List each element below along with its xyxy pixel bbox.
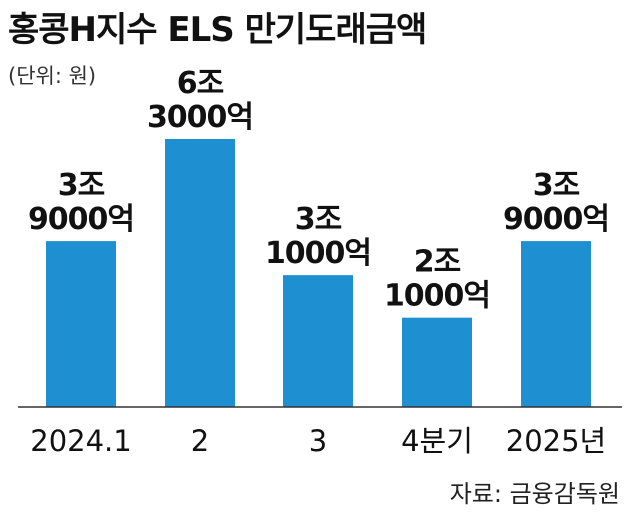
data-label-2-line-1: 6조 <box>177 66 224 101</box>
source-note: 자료: 금융감독원 <box>449 480 620 508</box>
data-label-3-line-2: 1000억 <box>265 236 371 271</box>
tick-label-group: 2024.1 2 3 4분기 2025년 <box>30 424 606 458</box>
x-tick-label-3: 3 <box>309 424 327 458</box>
bar-3 <box>283 275 353 407</box>
unit-note: (단위: 원) <box>8 64 97 88</box>
data-label-1-line-2: 9000억 <box>28 202 134 237</box>
bar-group <box>46 139 591 407</box>
x-tick-label-5: 2025년 <box>506 424 606 458</box>
bar-2 <box>165 139 235 407</box>
data-label-4-line-2: 1000억 <box>384 279 490 314</box>
chart-title: 홍콩H지수 ELS 만기도래금액 <box>8 10 427 50</box>
data-label-5-line-2: 9000억 <box>503 202 609 237</box>
data-label-2-line-2: 3000억 <box>147 100 253 135</box>
x-tick-label-1: 2024.1 <box>30 424 131 458</box>
data-label-5-line-1: 3조 <box>533 168 580 203</box>
x-tick-label-2: 2 <box>191 424 209 458</box>
bar-4 <box>402 317 472 407</box>
x-tick-label-4: 4분기 <box>401 424 473 458</box>
data-label-3-line-1: 3조 <box>295 202 342 237</box>
data-label-1-line-1: 3조 <box>58 168 105 203</box>
bar-5 <box>521 241 591 407</box>
data-label-4-line-1: 2조 <box>414 245 461 280</box>
bar-1 <box>46 241 116 407</box>
